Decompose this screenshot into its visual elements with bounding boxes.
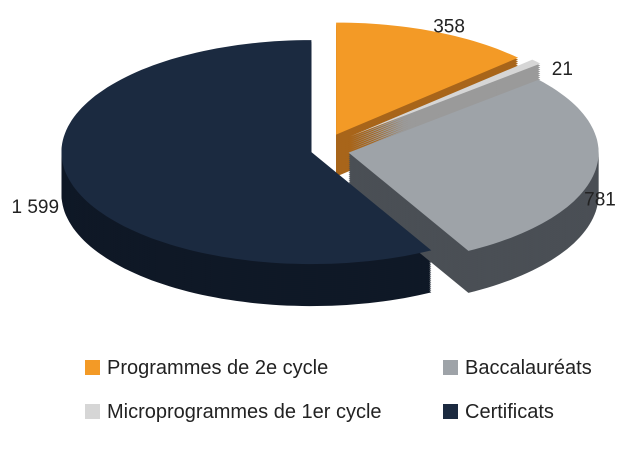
legend-swatch <box>85 404 100 419</box>
chart: 358 21 781 1 599 <box>12 16 616 307</box>
slice <box>350 59 541 137</box>
legend-item: Certificats <box>443 399 618 425</box>
legend-item: Programmes de 2e cycle <box>85 355 405 381</box>
legend-item: Microprogrammes de 1er cycle <box>85 399 405 425</box>
data-label: 358 <box>433 16 465 37</box>
data-label: 781 <box>584 189 616 210</box>
slice <box>336 22 519 135</box>
legend-swatch <box>443 404 458 419</box>
data-label: 21 <box>552 59 573 80</box>
slice <box>61 40 432 265</box>
slice <box>348 79 599 251</box>
legend-label: Microprogrammes de 1er cycle <box>107 401 382 423</box>
data-label: 1 599 <box>12 197 60 218</box>
legend-label: Certificats <box>465 401 554 423</box>
legend-label: Programmes de 2e cycle <box>107 357 329 379</box>
legend-swatch <box>443 360 458 375</box>
legend-item: Baccalauréats <box>443 355 618 381</box>
legend-swatch <box>85 360 100 375</box>
legend-label: Baccalauréats <box>465 357 592 379</box>
